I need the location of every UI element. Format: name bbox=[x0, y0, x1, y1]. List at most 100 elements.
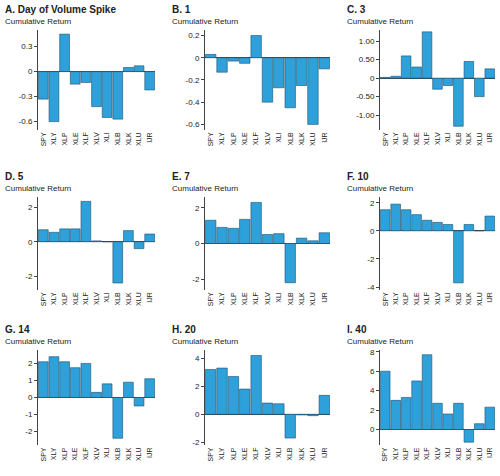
svg-text:XLY: XLY bbox=[392, 292, 399, 305]
svg-text:XLV: XLV bbox=[264, 292, 271, 305]
svg-text:XLF: XLF bbox=[423, 132, 430, 145]
svg-text:XLU: XLU bbox=[135, 292, 142, 306]
svg-text:XLI: XLI bbox=[103, 447, 110, 458]
svg-text:XLF: XLF bbox=[423, 292, 430, 305]
svg-text:4: 4 bbox=[195, 354, 200, 363]
svg-text:XLK: XLK bbox=[465, 447, 472, 461]
svg-text:XLV: XLV bbox=[264, 447, 271, 460]
svg-text:XLP: XLP bbox=[230, 292, 237, 306]
svg-text:-1: -1 bbox=[25, 410, 33, 419]
svg-text:XLE: XLE bbox=[72, 132, 79, 146]
svg-text:Cumulative Return: Cumulative Return bbox=[5, 184, 71, 193]
svg-text:B. 1: B. 1 bbox=[172, 4, 191, 15]
svg-text:XLB: XLB bbox=[287, 292, 294, 306]
svg-text:D. 5: D. 5 bbox=[5, 171, 24, 182]
svg-text:XLU: XLU bbox=[309, 447, 316, 461]
svg-text:-0.4: -0.4 bbox=[186, 98, 200, 107]
svg-text:1.00: 1.00 bbox=[359, 37, 375, 46]
svg-text:XLU: XLU bbox=[309, 292, 316, 306]
svg-text:0: 0 bbox=[195, 410, 200, 419]
svg-text:XLU: XLU bbox=[135, 132, 142, 146]
svg-text:XLF: XLF bbox=[82, 292, 89, 305]
svg-text:SPY: SPY bbox=[382, 292, 389, 306]
svg-text:SPY: SPY bbox=[382, 132, 389, 146]
svg-text:XLE: XLE bbox=[72, 292, 79, 306]
svg-text:0.3: 0.3 bbox=[21, 42, 33, 51]
svg-text:-0.3: -0.3 bbox=[19, 92, 33, 101]
svg-text:XLV: XLV bbox=[434, 292, 441, 305]
svg-text:XLE: XLE bbox=[241, 447, 248, 461]
svg-text:XLB: XLB bbox=[114, 292, 121, 306]
svg-text:XLY: XLY bbox=[50, 292, 57, 305]
svg-text:IJR: IJR bbox=[146, 447, 153, 458]
svg-text:0: 0 bbox=[370, 74, 375, 83]
svg-text:Cumulative Return: Cumulative Return bbox=[347, 184, 413, 193]
svg-text:8: 8 bbox=[370, 348, 375, 357]
svg-text:IJR: IJR bbox=[486, 132, 493, 143]
svg-text:IJR: IJR bbox=[321, 292, 328, 303]
svg-text:XLY: XLY bbox=[50, 447, 57, 460]
svg-text:-1.00: -1.00 bbox=[356, 111, 375, 120]
svg-text:SPY: SPY bbox=[40, 292, 47, 306]
svg-text:XLF: XLF bbox=[423, 447, 430, 460]
svg-text:2: 2 bbox=[195, 382, 200, 391]
svg-text:F. 10: F. 10 bbox=[347, 171, 369, 182]
svg-text:IJR: IJR bbox=[146, 292, 153, 303]
svg-text:XLK: XLK bbox=[298, 292, 305, 306]
svg-text:XLP: XLP bbox=[230, 447, 237, 461]
svg-text:XLV: XLV bbox=[93, 132, 100, 145]
svg-text:IJR: IJR bbox=[146, 132, 153, 143]
svg-text:XLI: XLI bbox=[103, 292, 110, 303]
svg-text:0: 0 bbox=[28, 393, 33, 402]
svg-text:Cumulative Return: Cumulative Return bbox=[172, 184, 238, 193]
svg-text:XLY: XLY bbox=[392, 132, 399, 145]
svg-text:XLK: XLK bbox=[125, 447, 132, 461]
svg-text:1: 1 bbox=[28, 376, 33, 385]
svg-text:XLE: XLE bbox=[413, 292, 420, 306]
svg-text:-2: -2 bbox=[367, 255, 375, 264]
svg-text:XLY: XLY bbox=[218, 292, 225, 305]
svg-text:XLB: XLB bbox=[455, 132, 462, 146]
svg-text:XLB: XLB bbox=[287, 447, 294, 461]
svg-text:SPY: SPY bbox=[382, 447, 389, 461]
svg-text:G. 14: G. 14 bbox=[5, 324, 30, 335]
svg-text:XLB: XLB bbox=[114, 447, 121, 461]
svg-text:0: 0 bbox=[195, 54, 200, 63]
svg-text:XLE: XLE bbox=[413, 132, 420, 146]
svg-text:I. 40: I. 40 bbox=[347, 324, 367, 335]
svg-text:XLU: XLU bbox=[476, 447, 483, 461]
svg-text:2: 2 bbox=[195, 204, 200, 213]
svg-text:XLB: XLB bbox=[287, 132, 294, 146]
svg-text:XLI: XLI bbox=[103, 132, 110, 143]
svg-text:SPY: SPY bbox=[40, 447, 47, 461]
svg-text:XLE: XLE bbox=[241, 292, 248, 306]
svg-text:Cumulative Return: Cumulative Return bbox=[5, 337, 71, 346]
svg-text:XLI: XLI bbox=[275, 132, 282, 143]
svg-text:XLI: XLI bbox=[444, 132, 451, 143]
svg-text:XLB: XLB bbox=[455, 447, 462, 461]
svg-text:XLE: XLE bbox=[241, 132, 248, 146]
svg-text:0: 0 bbox=[370, 425, 375, 434]
svg-text:2: 2 bbox=[370, 198, 375, 207]
svg-text:0.50: 0.50 bbox=[359, 55, 375, 64]
svg-text:XLY: XLY bbox=[392, 447, 399, 460]
svg-text:-2: -2 bbox=[192, 275, 200, 284]
svg-text:-2: -2 bbox=[25, 427, 33, 436]
svg-text:0: 0 bbox=[28, 67, 33, 76]
svg-text:A. Day of Volume Spike: A. Day of Volume Spike bbox=[5, 4, 116, 15]
svg-text:XLV: XLV bbox=[93, 447, 100, 460]
svg-text:XLI: XLI bbox=[444, 447, 451, 458]
svg-text:XLK: XLK bbox=[298, 132, 305, 146]
svg-text:H. 20: H. 20 bbox=[172, 324, 196, 335]
svg-text:IJR: IJR bbox=[321, 447, 328, 458]
svg-text:0: 0 bbox=[195, 239, 200, 248]
svg-text:XLF: XLF bbox=[82, 132, 89, 145]
svg-text:XLE: XLE bbox=[413, 447, 420, 461]
svg-text:IJR: IJR bbox=[486, 447, 493, 458]
svg-text:-0.6: -0.6 bbox=[19, 117, 33, 126]
svg-text:XLF: XLF bbox=[252, 292, 259, 305]
svg-text:2: 2 bbox=[28, 203, 33, 212]
svg-text:XLF: XLF bbox=[252, 447, 259, 460]
svg-text:XLI: XLI bbox=[275, 292, 282, 303]
svg-text:SPY: SPY bbox=[40, 132, 47, 146]
